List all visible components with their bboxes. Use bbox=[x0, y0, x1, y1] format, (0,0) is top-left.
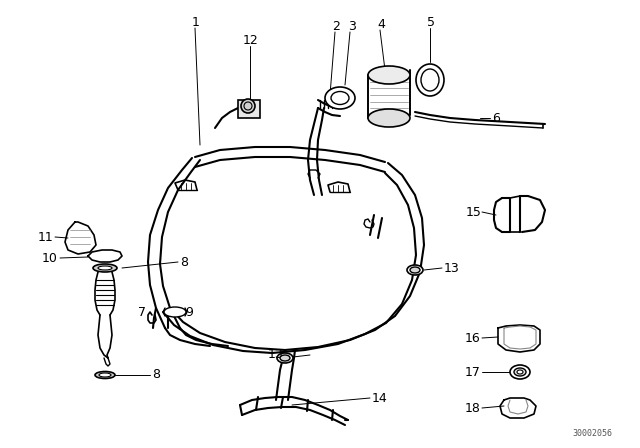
Text: 15: 15 bbox=[466, 206, 482, 219]
Text: 9: 9 bbox=[185, 306, 193, 319]
Text: 17: 17 bbox=[465, 366, 481, 379]
Text: 13: 13 bbox=[268, 349, 284, 362]
Ellipse shape bbox=[421, 69, 439, 91]
Ellipse shape bbox=[368, 66, 410, 84]
Text: 18: 18 bbox=[465, 401, 481, 414]
Ellipse shape bbox=[98, 266, 112, 270]
Text: 16: 16 bbox=[465, 332, 481, 345]
Ellipse shape bbox=[517, 370, 523, 374]
Text: 5: 5 bbox=[427, 16, 435, 29]
Text: 10: 10 bbox=[42, 251, 58, 264]
Ellipse shape bbox=[514, 368, 526, 376]
Ellipse shape bbox=[93, 264, 117, 272]
Ellipse shape bbox=[277, 353, 293, 363]
Ellipse shape bbox=[99, 373, 111, 377]
Text: 8: 8 bbox=[180, 255, 188, 268]
Ellipse shape bbox=[325, 87, 355, 109]
Ellipse shape bbox=[410, 267, 420, 273]
Text: 1: 1 bbox=[192, 16, 200, 29]
Ellipse shape bbox=[331, 91, 349, 104]
Text: 14: 14 bbox=[372, 392, 388, 405]
Text: 30002056: 30002056 bbox=[572, 429, 612, 438]
Text: 4: 4 bbox=[377, 17, 385, 30]
Text: 11: 11 bbox=[38, 231, 54, 244]
Ellipse shape bbox=[164, 307, 186, 317]
Text: 8: 8 bbox=[152, 369, 160, 382]
Text: 3: 3 bbox=[348, 20, 356, 33]
Text: 7: 7 bbox=[138, 306, 146, 319]
Ellipse shape bbox=[510, 365, 530, 379]
Text: 6: 6 bbox=[492, 112, 500, 125]
Ellipse shape bbox=[95, 371, 115, 379]
Ellipse shape bbox=[407, 265, 423, 275]
Ellipse shape bbox=[280, 355, 290, 361]
Text: 12: 12 bbox=[243, 34, 259, 47]
Text: 2: 2 bbox=[332, 20, 340, 33]
Text: 13: 13 bbox=[444, 262, 460, 275]
Bar bbox=[238, 100, 260, 118]
Circle shape bbox=[241, 99, 255, 113]
Ellipse shape bbox=[368, 109, 410, 127]
